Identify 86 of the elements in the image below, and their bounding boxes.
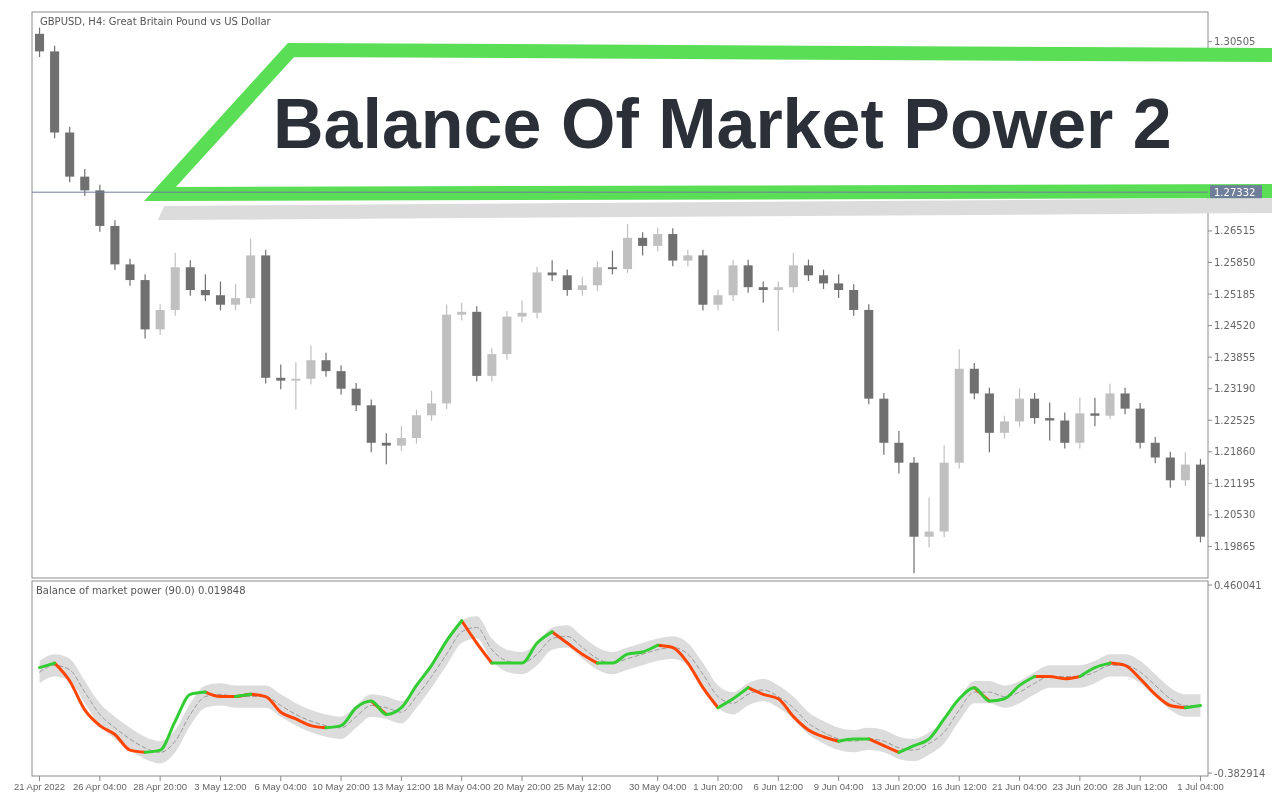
- y-tick-label: 1.23855: [1214, 351, 1256, 363]
- y-tick-label: 1.21860: [1214, 446, 1256, 458]
- candlestick: [276, 363, 286, 390]
- x-tick-label: 3 May 12:00: [194, 781, 247, 792]
- x-tick-label: 21 Jun 04:00: [992, 781, 1048, 792]
- candlestick: [215, 280, 225, 312]
- candlestick: [547, 259, 557, 282]
- candlestick: [788, 252, 798, 294]
- y-tick-label: 1.19865: [1214, 540, 1256, 552]
- x-tick-label: 30 May 04:00: [628, 781, 687, 792]
- annotation: GBPUSD, H4: Great Britain Pound vs US Dollar: [40, 16, 272, 27]
- x-tick-label: 21 Apr 2022: [13, 781, 66, 792]
- candlestick: [773, 280, 783, 332]
- x-tick-label: 9 Jun 04:00: [813, 781, 864, 792]
- candlestick: [381, 432, 391, 465]
- x-tick-label: 6 Jun 12:00: [753, 781, 804, 792]
- candlestick: [577, 276, 587, 297]
- candlestick: [35, 27, 45, 58]
- candlestick: [638, 231, 648, 256]
- candlestick: [713, 288, 723, 312]
- candlestick: [1150, 436, 1160, 464]
- y-tick-label: 1.21195: [1214, 477, 1256, 489]
- candlestick: [1015, 387, 1025, 428]
- candlestick: [291, 361, 301, 411]
- candlestick: [1090, 397, 1100, 427]
- x-tick-label: 6 May 04:00: [254, 781, 307, 792]
- candlestick: [592, 260, 602, 292]
- candlestick: [1165, 451, 1175, 489]
- candlestick: [653, 227, 663, 253]
- x-tick-label: 20 May 20:00: [493, 781, 551, 792]
- candlestick: [607, 250, 617, 275]
- y-tick-label: 1.25850: [1214, 257, 1256, 268]
- x-tick-label: 28 Jun 12:00: [1112, 781, 1168, 792]
- candlestick: [1030, 392, 1040, 425]
- candlestick: [999, 415, 1009, 440]
- x-tick-label: 16 Jun 12:00: [931, 781, 987, 792]
- candlestick: [894, 430, 904, 475]
- candlestick: [487, 347, 497, 383]
- candlestick: [743, 259, 753, 294]
- y-tick-label: 1.30505: [1214, 36, 1256, 48]
- candlestick: [336, 364, 346, 395]
- candlestick: [1105, 382, 1115, 420]
- candlestick: [321, 352, 331, 378]
- candlestick: [849, 283, 859, 317]
- ref-line-label: 1.27332: [1214, 187, 1256, 199]
- y-tick-label: 1.22525: [1214, 414, 1256, 426]
- y-tick-label: 0.460041: [1214, 579, 1262, 591]
- candlestick: [80, 168, 90, 197]
- x-tick-label: 13 Jun 20:00: [871, 781, 927, 792]
- candlestick: [819, 269, 829, 290]
- x-tick-label: 1 Jul 04:00: [1177, 781, 1224, 792]
- candlestick: [834, 273, 844, 299]
- y-tick-label: -0.382914: [1214, 767, 1266, 779]
- candlestick: [803, 259, 813, 282]
- y-tick-label: 1.20530: [1214, 509, 1256, 521]
- y-tick-label: 1.23190: [1214, 383, 1256, 395]
- candlestick: [306, 344, 316, 386]
- candlestick: [125, 258, 135, 287]
- y-tick-label: 1.25185: [1214, 288, 1256, 300]
- candlestick: [155, 303, 165, 336]
- x-tick-label: 23 Jun 20:00: [1052, 781, 1108, 792]
- candlestick: [562, 269, 572, 297]
- candlestick: [231, 283, 241, 312]
- candlestick: [351, 382, 361, 412]
- x-tick-label: 25 May 12:00: [553, 781, 612, 792]
- y-tick-label: 1.26515: [1214, 225, 1256, 237]
- candlestick: [396, 425, 406, 452]
- y-tick-label: 1.24520: [1214, 320, 1256, 332]
- candlestick: [517, 299, 527, 323]
- chart-title: Balance of market power (90.0) 0.019848: [36, 585, 246, 596]
- candlestick: [185, 259, 195, 297]
- x-tick-label: 10 May 20:00: [312, 781, 370, 792]
- x-tick-label: 26 Apr 04:00: [72, 781, 127, 792]
- x-tick-label: 13 May 12:00: [372, 781, 431, 792]
- candlestick: [924, 496, 934, 548]
- x-tick-label: 1 Jun 20:00: [693, 781, 743, 792]
- x-tick-label: 18 May 04:00: [432, 781, 491, 792]
- candlestick: [200, 273, 210, 302]
- x-tick-label: 28 Apr 20:00: [133, 781, 188, 792]
- text: Balance Of Market Power 2: [273, 85, 1172, 163]
- candlestick: [1060, 411, 1070, 450]
- candlestick: [427, 390, 437, 422]
- candlestick: [1120, 387, 1130, 415]
- candlestick: [411, 408, 421, 445]
- candlestick: [758, 280, 768, 304]
- candlestick: [1180, 451, 1190, 487]
